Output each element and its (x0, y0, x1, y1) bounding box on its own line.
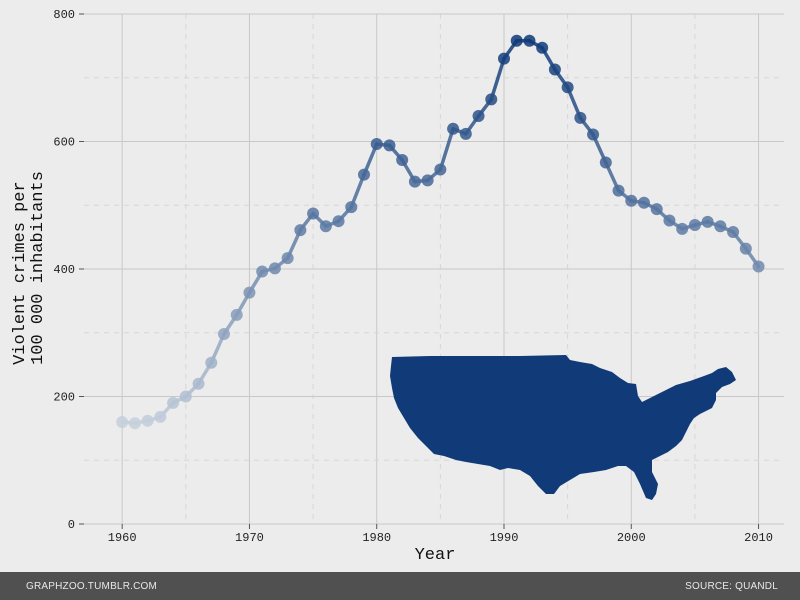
data-point (574, 111, 587, 124)
us-map-silhouette (390, 355, 736, 500)
data-point (230, 308, 243, 321)
line-segment (489, 56, 506, 102)
data-point (396, 153, 409, 166)
data-point (612, 184, 625, 197)
data-point (205, 356, 218, 369)
data-point (332, 215, 345, 228)
violent-crime-chart: 1960 1970 1980 1990 2000 2010 0 200 400 600 800 Y… (11, 8, 784, 565)
data-point (307, 207, 320, 220)
y-tick-labels: 0 200 400 600 800 (53, 8, 84, 532)
data-point (472, 110, 485, 122)
data-point (752, 260, 765, 273)
x-tick-labels: 1960 1970 1980 1990 2000 2010 (108, 524, 773, 545)
data-point (485, 93, 498, 106)
data-point (688, 219, 701, 232)
series-points (116, 34, 765, 430)
data-point (268, 262, 281, 275)
data-point (676, 222, 689, 235)
data-point (167, 396, 180, 409)
x-tick-label: 1980 (362, 531, 391, 545)
data-point (459, 127, 472, 140)
data-point (256, 265, 269, 278)
y-tick-label: 200 (53, 391, 75, 405)
data-point (421, 174, 434, 187)
data-point (701, 215, 714, 228)
data-point (523, 34, 536, 47)
data-point (638, 196, 650, 209)
data-point (408, 175, 421, 188)
data-point (128, 417, 141, 430)
data-point (116, 416, 129, 428)
data-point (218, 328, 230, 341)
data-point (510, 34, 523, 47)
data-point (650, 203, 663, 216)
x-tick-label: 1990 (490, 531, 519, 545)
data-point (714, 220, 727, 233)
x-tick-label: 2000 (617, 531, 646, 545)
data-point (727, 226, 740, 239)
y-tick-label: 400 (53, 263, 75, 277)
data-point (625, 194, 638, 207)
footer-credit: GRAPHZOO.TUMBLR.COM (26, 581, 158, 592)
data-point (447, 122, 460, 135)
line-segment (438, 127, 455, 172)
data-point (561, 81, 574, 94)
y-axis-title: Violent crimes per 100 000 inhabitants (11, 171, 48, 365)
data-point (154, 410, 167, 423)
x-axis-title: Year (415, 546, 456, 565)
data-point (434, 163, 447, 176)
data-point (536, 41, 549, 54)
data-point (548, 63, 561, 76)
data-point (358, 168, 370, 181)
data-point (243, 286, 256, 299)
y-axis-title-line-1: Violent crimes per (11, 181, 30, 365)
footer-bar: GRAPHZOO.TUMBLR.COM SOURCE: QUANDL (0, 572, 800, 600)
data-point (192, 377, 205, 390)
x-tick-label: 1960 (108, 531, 137, 545)
data-point (383, 139, 396, 152)
data-point (179, 390, 192, 403)
x-tick-label: 1970 (235, 531, 264, 545)
y-tick-label: 600 (53, 136, 75, 150)
data-point (319, 220, 332, 233)
data-point (281, 252, 294, 265)
data-point (370, 138, 383, 151)
data-point (587, 128, 600, 141)
y-tick-label: 0 (68, 518, 75, 532)
data-point (345, 201, 358, 214)
data-point (294, 224, 307, 237)
footer-source: SOURCE: QUANDL (685, 581, 778, 592)
us-map-inset (390, 355, 736, 500)
y-tick-label: 800 (53, 8, 75, 22)
y-axis-title-line-2: 100 000 inhabitants (29, 171, 48, 365)
data-point (739, 242, 752, 255)
data-point (599, 156, 612, 169)
data-point (141, 414, 154, 427)
data-point (498, 52, 510, 65)
data-point (663, 214, 676, 227)
x-tick-label: 2010 (744, 531, 773, 545)
